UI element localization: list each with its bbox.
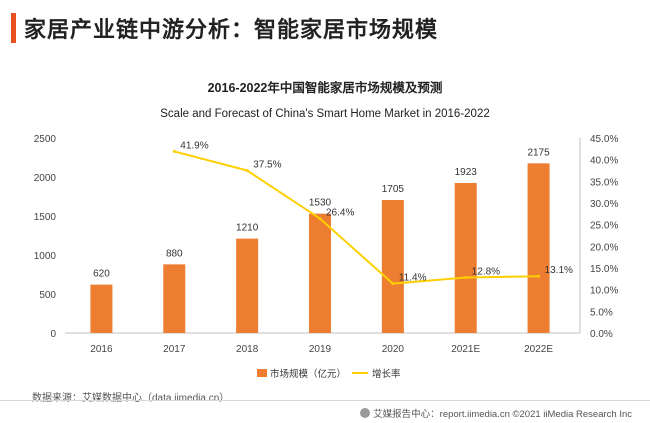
growth-value-label: 26.4%: [326, 208, 354, 219]
x-axis-tick-label: 2016: [90, 344, 113, 355]
x-axis-tick-label: 2019: [309, 344, 332, 355]
right-axis-tick-label: 35.0%: [590, 177, 618, 188]
legend-line-label: 增长率: [372, 368, 401, 380]
right-axis-tick-label: 20.0%: [590, 242, 618, 253]
right-axis-tick-label: 15.0%: [590, 264, 618, 275]
iimedia-logo-icon: [360, 408, 371, 418]
bar-series: 620 880 1210 1530 1705 1923 2175: [90, 147, 550, 333]
bar-2021E: [454, 183, 477, 333]
growth-point-2022E: [537, 274, 541, 278]
growth-point-2021E: [464, 276, 468, 280]
bar-2017: [163, 264, 186, 333]
bar-value-label: 1923: [455, 167, 478, 178]
left-axis-tick-label: 2500: [34, 134, 57, 145]
data-source: 数据来源：艾媒数据中心（data.iimedia.cn）: [32, 393, 230, 404]
bar-2018: [236, 238, 259, 333]
x-axis-tick-label: 2017: [163, 344, 186, 355]
credit-text: 艾媒报告中心：report.iimedia.cn ©2021 iiMedia R…: [373, 409, 632, 420]
page-header: 家居产业链中游分析：智能家居市场规模: [0, 0, 650, 56]
growth-point-2020: [391, 282, 395, 286]
growth-value-label: 12.8%: [472, 267, 500, 278]
bar-value-label: 1210: [236, 223, 259, 234]
bar-value-label: 620: [93, 269, 110, 280]
legend-bar-swatch: [257, 369, 267, 377]
left-axis-tick-label: 0: [50, 329, 56, 340]
x-axis-tick-label: 2018: [236, 344, 259, 355]
right-axis-tick-label: 0.0%: [590, 329, 613, 340]
growth-point-2017: [172, 149, 176, 153]
left-y-axis: 0 500 1000 1500 2000 2500: [34, 134, 57, 340]
left-axis-tick-label: 1500: [34, 212, 57, 223]
legend-bar-label: 市场规模（亿元）: [270, 368, 346, 380]
growth-value-label: 13.1%: [545, 265, 573, 276]
growth-value-label: 41.9%: [180, 140, 208, 151]
growth-point-2018: [245, 169, 249, 172]
bar-2016: [90, 284, 113, 333]
page-title: 家居产业链中游分析：智能家居市场规模: [24, 17, 439, 42]
legend: 市场规模（亿元） 增长率: [257, 368, 401, 380]
bar-2020: [381, 200, 404, 333]
x-axis-tick-label: 2022E: [524, 344, 553, 355]
right-axis-tick-label: 25.0%: [590, 221, 618, 232]
right-axis-tick-label: 30.0%: [590, 199, 618, 210]
growth-value-label: 37.5%: [253, 160, 281, 171]
left-axis-tick-label: 2000: [34, 173, 57, 184]
right-y-axis: 0.0% 5.0% 10.0% 15.0% 20.0% 25.0% 30.0% 35.0% 40…: [579, 134, 618, 340]
x-axis-tick-label: 2020: [382, 344, 405, 355]
growth-value-label: 11.4%: [399, 273, 427, 284]
left-axis-tick-label: 1000: [34, 251, 57, 262]
bar-value-label: 2175: [527, 147, 550, 158]
chart-title: 2016-2022年中国智能家居市场规模及预测: [208, 80, 443, 95]
bar-value-label: 880: [166, 248, 183, 259]
bar-value-label: 1705: [382, 184, 405, 195]
x-axis-tick-label: 2021E: [451, 344, 480, 355]
footer-divider: [0, 400, 650, 401]
right-axis-tick-label: 10.0%: [590, 286, 618, 297]
right-axis-tick-label: 45.0%: [590, 134, 618, 145]
bar-2022E: [527, 163, 550, 333]
growth-point-2019: [318, 217, 322, 221]
line-series: 41.9% 37.5% 26.4% 11.4% 12.8% 13.1%: [172, 140, 573, 286]
bar-value-label: 1530: [309, 198, 332, 209]
right-axis-tick-label: 5.0%: [590, 307, 613, 318]
chart-subtitle: Scale and Forecast of China's Smart Home…: [160, 108, 489, 120]
bar-2019: [309, 213, 331, 333]
footer-credit: 艾媒报告中心：report.iimedia.cn ©2021 iiMedia R…: [360, 406, 632, 420]
growth-rate-line: [174, 150, 539, 285]
right-axis-tick-label: 40.0%: [590, 156, 618, 167]
header-accent-bar: [11, 13, 16, 43]
left-axis-tick-label: 500: [39, 290, 56, 301]
x-axis: 2016 2017 2018 2019 2020 2021E 2022E: [65, 332, 580, 355]
